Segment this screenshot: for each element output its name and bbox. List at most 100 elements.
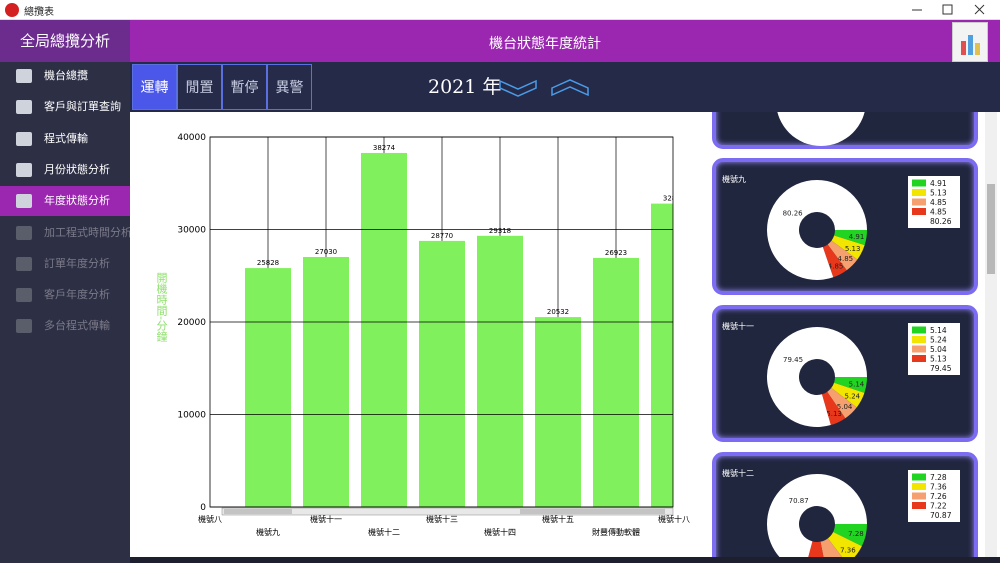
menu-icon (16, 288, 32, 303)
legend-label: 7.28 (930, 473, 947, 482)
donut-slice (767, 474, 867, 557)
bar-value-label: 25828 (257, 259, 279, 267)
legend-swatch (912, 179, 926, 187)
bar-value-label: 28770 (431, 232, 453, 240)
menu-icon (16, 162, 32, 177)
menu-item[interactable]: 機台總攬 (0, 61, 130, 91)
x-tick-label: 機號十三 (426, 514, 458, 524)
legend-label: 5.14 (930, 326, 947, 335)
legend-swatch (912, 502, 926, 509)
donut-slice (827, 387, 857, 419)
menu-label: 客戶年度分析 (44, 288, 110, 302)
y-tick-label: 20000 (177, 318, 206, 328)
slice-label: 4.91 (849, 233, 865, 241)
menu-item[interactable]: 多台程式傳輸 (0, 311, 130, 341)
bar-chart: 25828 27030 38274 28770 29318 20532 26923 32800… (177, 133, 690, 537)
menu-label: 多台程式傳輸 (44, 319, 110, 333)
slice-label: 70.87 (789, 497, 809, 505)
tab[interactable]: 暫停 (222, 64, 267, 110)
menu-icon (16, 194, 32, 209)
bar (477, 235, 523, 507)
slice-label: 4.85 (838, 255, 854, 263)
h-scroll-thumb[interactable] (224, 509, 292, 514)
y-tick-label: 10000 (177, 411, 206, 421)
plot: 25828 27030 38274 28770 29318 20532 26923 32800 (245, 137, 685, 507)
donut-slice (827, 531, 862, 557)
year-down[interactable] (499, 79, 537, 97)
donut-chart: 機號十一5.145.245.045.1379.455.145.245.045.1… (722, 321, 960, 427)
donut-title: 機號十二 (722, 468, 754, 478)
slice-label: 5.24 (845, 393, 861, 401)
h-scroll-thumb[interactable] (520, 509, 665, 514)
legend-swatch (912, 208, 926, 215)
bar-value-label: 26923 (605, 249, 627, 257)
scrollbar[interactable] (985, 112, 997, 557)
x-tick-label: 財豐傳動軟體 (592, 527, 640, 537)
menu-item[interactable]: 年度狀態分析 (0, 186, 130, 217)
menu-item[interactable]: 客戶與訂單查詢 (0, 92, 130, 122)
slice-label: 80.26 (783, 210, 804, 218)
x-tick-label: 機號十五 (542, 514, 574, 524)
year-up[interactable] (551, 79, 589, 97)
toolbar: 運轉 閒置 暫停 異警 2021 年 (130, 62, 1000, 112)
h-scroll[interactable] (221, 507, 674, 516)
y-tick-label: 40000 (177, 133, 206, 143)
year-nav (499, 79, 589, 97)
slice-label: 7.28 (848, 530, 864, 538)
donut-list: 機號九 4.91 5.13 4.85 4.85 80.26 4.91 5.13 4.85 4.85… (700, 112, 985, 557)
menu-label: 月份狀態分析 (44, 162, 110, 176)
menu-item[interactable]: 月份狀態分析 (0, 155, 130, 185)
donut-chart: 機號九4.915.134.854.8580.264.915.134.854.85… (722, 174, 960, 280)
tab[interactable]: 異警 (267, 64, 312, 110)
legend-swatch (912, 217, 926, 225)
donut-slice (767, 327, 867, 427)
menu-icon (16, 131, 32, 146)
panel: 機號十二7.287.367.267.2270.877.287.367.267.2… (712, 452, 978, 557)
menu-label: 年度狀態分析 (44, 194, 110, 208)
bar-value-label: 29318 (489, 227, 511, 235)
tab[interactable]: 運轉 (132, 64, 177, 110)
panel: 機號九 4.91 5.13 4.85 4.85 80.26 4.91 5.13 4.85 4.85… (712, 158, 978, 295)
bar-value-label: 27030 (315, 248, 337, 256)
menu-label: 客戶與訂單查詢 (44, 100, 121, 114)
legend-label: 79.45 (930, 364, 952, 373)
slice-label: 5.14 (849, 380, 865, 388)
bar-value-label: 38274 (373, 144, 396, 152)
slice-label: 7.36 (840, 546, 856, 554)
x-tick-label: 機號十二 (368, 527, 400, 537)
tab[interactable]: 閒置 (177, 64, 222, 110)
menu-item[interactable]: 訂單年度分析 (0, 249, 130, 279)
donut-slice (834, 377, 867, 393)
slice-label: 5.13 (826, 410, 842, 418)
bar (419, 240, 465, 507)
menu-item[interactable]: 客戶年度分析 (0, 280, 130, 310)
bar (303, 256, 349, 507)
window-title: 總攬表 (24, 7, 54, 18)
window-controls[interactable] (900, 0, 1000, 20)
sidebar-title: 全局總攬分析 (0, 20, 130, 62)
legend-label: 7.36 (930, 483, 947, 492)
donut-title: 機號十一 (722, 321, 754, 331)
donut-slice (808, 541, 824, 557)
legend-label: 80.26 (930, 217, 952, 226)
report-icon[interactable] (952, 22, 988, 62)
legend-label: 70.87 (930, 511, 952, 520)
donut-slice (822, 244, 847, 278)
x-tick-label: 機號八 (198, 514, 222, 524)
menu-item[interactable]: 程式傳輸 (0, 124, 130, 154)
legend-label: 4.91 (930, 179, 947, 188)
legend-swatch (912, 492, 926, 500)
bar (361, 152, 407, 507)
menu-item[interactable]: 加工程式時間分析 (0, 218, 132, 248)
slice-label: 5.04 (837, 403, 853, 411)
legend-label: 7.22 (930, 502, 947, 511)
year-label: 2021 年 (428, 76, 502, 98)
legend-swatch (912, 473, 926, 481)
title-bar: 總攬表 (0, 0, 1000, 20)
legend-swatch (912, 326, 926, 334)
bar (535, 317, 581, 507)
menu-label: 加工程式時間分析 (44, 225, 132, 239)
bar-value-label: 32800 (663, 195, 685, 203)
bar (593, 257, 639, 507)
